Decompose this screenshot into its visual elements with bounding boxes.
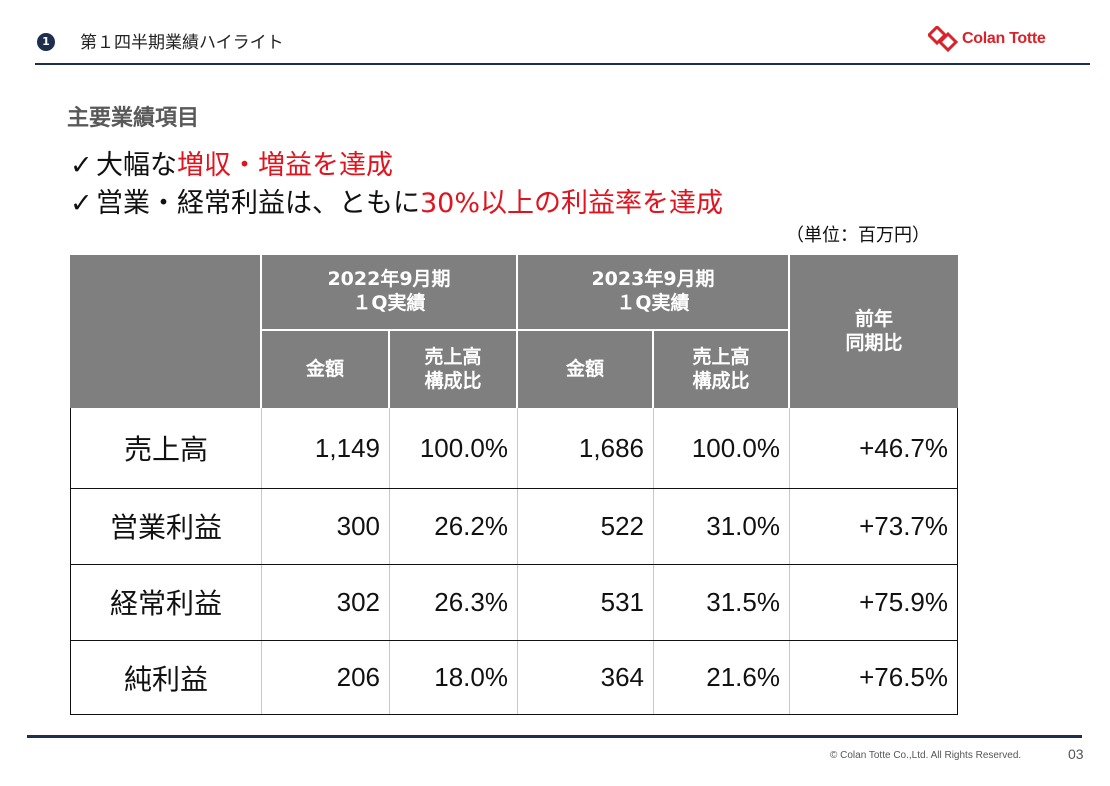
column-divider [653, 408, 654, 715]
ratio-2023-cell: 31.5% [706, 586, 780, 617]
section-title: 第１四半期業績ハイライト [80, 33, 284, 53]
logo-diamond-icon [928, 26, 958, 52]
row-divider [70, 488, 958, 489]
column-divider [789, 408, 790, 715]
bullet-text: 営業・経常利益は、ともに [96, 188, 420, 219]
copyright-notice: © Colan Totte Co.,Ltd. All Rights Reserv… [830, 750, 1022, 761]
amount-2023-cell: 531 [600, 586, 644, 617]
period-2023-sublabel: １Q実績 [616, 292, 690, 314]
subheader-amount-2022: 金額 [262, 331, 388, 408]
checkmark-icon: ✓ [70, 150, 93, 181]
subheader-ratio-2022: 売上高 構成比 [390, 331, 516, 408]
ratio-2023-cell: 100.0% [691, 432, 780, 463]
header-yoy: 前年 同期比 [790, 255, 958, 408]
row-label: 売上高 [123, 433, 208, 466]
header-divider [35, 63, 1090, 65]
yoy-cell: +75.9% [859, 586, 948, 617]
amount-2022-cell: 302 [336, 586, 380, 617]
amount-2022-cell: 1,149 [314, 432, 380, 463]
checkmark-icon: ✓ [70, 188, 93, 219]
header-period-2023: 2023年9月期 １Q実績 [518, 255, 788, 329]
ratio-label-line1: 売上高 [424, 345, 482, 368]
ratio-label-line1: 売上高 [692, 345, 750, 368]
row-divider [70, 564, 958, 565]
amount-label: 金額 [305, 357, 344, 380]
ratio-2023-cell: 21.6% [706, 662, 780, 692]
period-2022-label: 2022年9月期 [327, 268, 451, 291]
unit-note: （単位：百万円） [786, 225, 930, 246]
ratio-2022-cell: 26.3% [434, 586, 508, 617]
row-label: 経常利益 [109, 587, 222, 620]
ratio-2023-cell: 31.0% [706, 510, 780, 541]
yoy-cell: +46.7% [859, 432, 948, 463]
amount-2023-cell: 364 [600, 662, 644, 692]
column-divider [261, 408, 262, 715]
amount-2023-cell: 522 [600, 510, 644, 541]
amount-2022-cell: 206 [336, 662, 380, 692]
company-logo: Colan Totte [928, 26, 1046, 52]
bullet-point: ✓ 営業・経常利益は、ともに30%以上の利益率を達成 [70, 181, 723, 220]
bullet-highlight: 30%以上の利益率を達成 [420, 188, 724, 219]
ratio-label-line2: 構成比 [424, 369, 482, 392]
yoy-label-line1: 前年 [854, 307, 893, 330]
ratio-2022-cell: 18.0% [434, 662, 508, 692]
row-divider [70, 640, 958, 641]
header-period-2022: 2022年9月期 １Q実績 [262, 255, 516, 329]
row-label: 純利益 [123, 662, 208, 696]
bullet-text: 大幅な [96, 150, 177, 181]
ratio-label-line2: 構成比 [692, 369, 750, 392]
yoy-label-line2: 同期比 [845, 331, 903, 354]
amount-2022-cell: 300 [336, 510, 380, 541]
amount-label: 金額 [565, 357, 604, 380]
subheader-ratio-2023: 売上高 構成比 [654, 331, 788, 408]
footer-divider [27, 735, 1082, 738]
column-divider [517, 408, 518, 715]
bullet-point: ✓ 大幅な増収・増益を達成 [70, 143, 393, 182]
page-number: 03 [1068, 746, 1084, 762]
content-subtitle: 主要業績項目 [67, 106, 200, 131]
table-border [70, 408, 958, 715]
amount-2023-cell: 1,686 [578, 432, 644, 463]
yoy-cell: +73.7% [859, 510, 948, 541]
ratio-2022-cell: 26.2% [434, 510, 508, 541]
header-corner-cell [70, 255, 260, 408]
bullet-highlight: 増収・増益を達成 [177, 150, 393, 181]
logo-text: Colan Totte [962, 30, 1046, 47]
subheader-amount-2023: 金額 [518, 331, 652, 408]
ratio-2022-cell: 100.0% [419, 432, 508, 463]
section-number-badge: 1 [37, 33, 55, 51]
column-divider [389, 408, 390, 715]
slide-header: 1 第１四半期業績ハイライト Colan Totte [0, 0, 1110, 66]
results-table: 2022年9月期 １Q実績 2023年9月期 １Q実績 前年 同期比 金額 売上高 構成… [70, 255, 958, 715]
row-label: 営業利益 [109, 511, 222, 544]
period-2023-label: 2023年9月期 [591, 268, 715, 291]
period-2022-sublabel: １Q実績 [352, 292, 426, 314]
yoy-cell: +76.5% [859, 662, 948, 692]
